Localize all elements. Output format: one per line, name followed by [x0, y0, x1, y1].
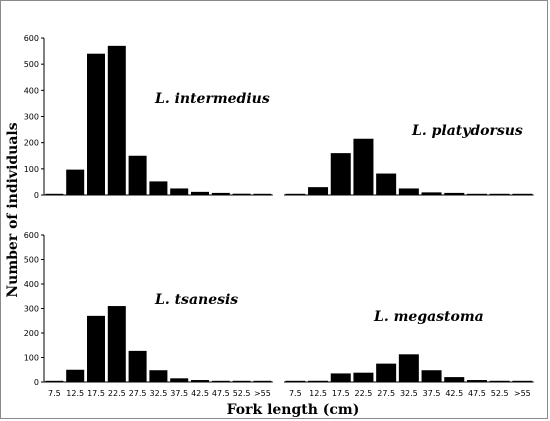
x-tick-label: 27.5 — [129, 389, 147, 398]
bar — [211, 380, 230, 382]
y-tick-label: 500 — [24, 256, 39, 265]
species-label: L. tsanesis — [154, 292, 238, 308]
bar — [191, 191, 209, 195]
panel-4: 7.5 12.5 17.5 22.5 27.5 32.5 37.5 42.5 47.5 52.5 >… — [284, 309, 534, 398]
y-tick-label: 100 — [24, 354, 39, 363]
bar — [232, 380, 251, 382]
bar — [421, 370, 442, 382]
x-tick-label: 37.5 — [423, 389, 441, 398]
bar — [466, 380, 487, 382]
bar — [87, 53, 105, 196]
panels-group: 0 100 200 300 400 500 600 0 100 200 300 400 500 600 L.… — [24, 34, 534, 398]
y-tick-label: 600 — [24, 34, 39, 43]
bar — [489, 380, 510, 382]
bar — [66, 169, 85, 195]
x-tick-label: 22.5 — [355, 389, 373, 398]
bar — [149, 181, 168, 195]
x-tick-label: 47.5 — [468, 389, 486, 398]
x-tick-label: 22.5 — [108, 389, 126, 398]
bar — [107, 45, 126, 195]
bar — [512, 380, 533, 382]
bar — [107, 306, 126, 382]
bar — [45, 380, 64, 382]
bar — [128, 155, 147, 195]
bar — [512, 193, 533, 195]
x-tick-label: 37.5 — [170, 389, 188, 398]
x-tick-label: >55 — [514, 389, 531, 398]
x-tick-label: >55 — [254, 389, 271, 398]
x-tick-label: 32.5 — [149, 389, 167, 398]
bar — [308, 187, 329, 195]
x-axis-title: Fork length (cm) — [227, 402, 360, 418]
x-tick-label: 7.5 — [289, 389, 302, 398]
bar — [421, 192, 442, 195]
x-tick-label: 12.5 — [66, 389, 84, 398]
bar — [149, 370, 168, 382]
panel-2: L. platydorsus — [284, 123, 534, 196]
y-tick-label: 300 — [24, 305, 39, 314]
panel-3: 7.5 12.5 17.5 22.5 27.5 32.5 37.5 42.5 47.5 52.5 >… — [44, 292, 273, 398]
bar — [489, 193, 510, 195]
bar — [128, 350, 147, 382]
bar — [353, 138, 374, 195]
y-tick-label: 600 — [24, 231, 39, 240]
bar — [285, 193, 306, 195]
bar — [45, 193, 64, 195]
x-tick-label: 42.5 — [191, 389, 209, 398]
species-label: L. intermedius — [154, 91, 270, 107]
bar — [170, 188, 189, 195]
bar — [170, 378, 189, 382]
bar — [444, 192, 465, 195]
y-tick-label: 300 — [24, 113, 39, 122]
bar — [191, 380, 209, 382]
y-tick-label: 100 — [24, 165, 39, 174]
y-tick-label: 200 — [24, 329, 39, 338]
panel-1: L. intermedius — [44, 45, 273, 196]
x-tick-label: 32.5 — [400, 389, 418, 398]
x-tick-label: 17.5 — [332, 389, 350, 398]
x-tick-label: 52.5 — [491, 389, 509, 398]
x-tick-label: 17.5 — [87, 389, 105, 398]
bar — [253, 380, 272, 382]
y-tick-label: 0 — [34, 378, 39, 387]
x-tick-label: 7.5 — [48, 389, 61, 398]
bar — [376, 363, 397, 382]
y-tick-label: 200 — [24, 139, 39, 148]
y-tick-label: 400 — [24, 86, 39, 95]
bar — [398, 354, 419, 382]
bar — [232, 193, 251, 195]
bar — [87, 315, 105, 382]
y-tick-label: 400 — [24, 280, 39, 289]
x-tick-label: 52.5 — [233, 389, 251, 398]
x-tick-label: 47.5 — [212, 389, 230, 398]
y-tick-label: 500 — [24, 60, 39, 69]
species-label: L. megastoma — [373, 309, 484, 325]
x-tick-label: 27.5 — [377, 389, 395, 398]
bar — [66, 369, 85, 382]
bar — [308, 380, 329, 382]
bar — [353, 372, 374, 382]
bar — [211, 192, 230, 195]
bar — [285, 380, 306, 382]
bar — [466, 193, 487, 195]
species-label: L. platydorsus — [411, 123, 523, 139]
bar — [330, 153, 351, 195]
bar — [253, 193, 272, 195]
x-tick-label: 42.5 — [445, 389, 463, 398]
x-tick-label: 12.5 — [309, 389, 327, 398]
y-tick-label: 0 — [34, 191, 39, 200]
bar — [444, 377, 465, 382]
y-axis-title: Number of individuals — [5, 122, 21, 297]
bar — [398, 188, 419, 195]
bar — [330, 373, 351, 382]
bar — [376, 173, 397, 195]
